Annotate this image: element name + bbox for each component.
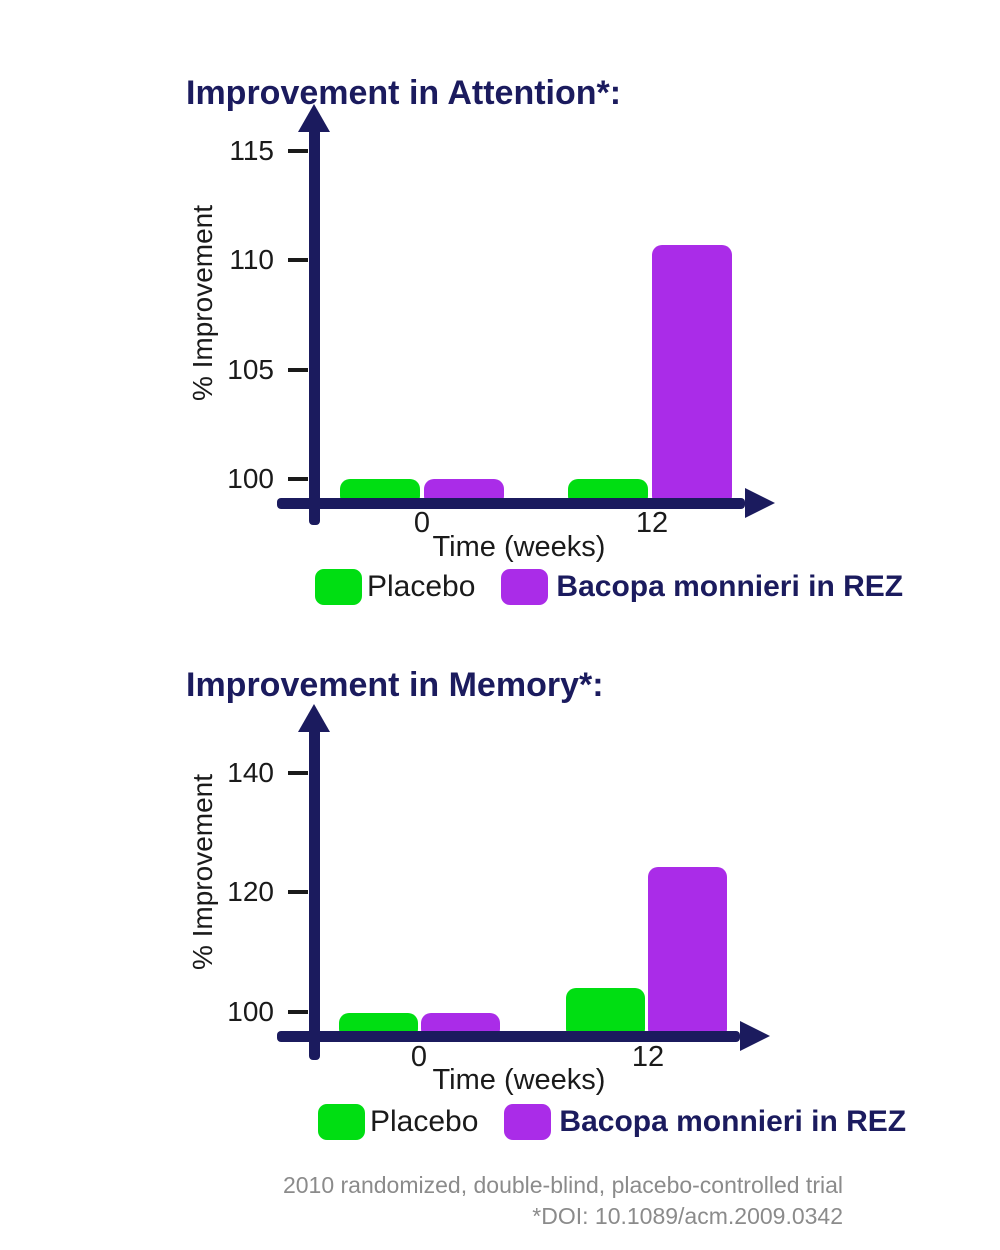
- attention-x-axis-arrow-icon: [745, 488, 775, 518]
- bacopa-legend-label: Bacopa monnieri in REZ: [556, 570, 904, 603]
- attention-ytick-label-110: 110: [229, 244, 274, 275]
- attention-ytick-label-100: 100: [227, 463, 274, 494]
- memory-chart-title: Improvement in Memory*:: [186, 666, 604, 704]
- placebo-legend-label: Placebo: [367, 570, 476, 603]
- attention-y-axis-arrow-icon: [298, 104, 330, 132]
- bacopa-legend-swatch: [504, 1104, 552, 1140]
- placebo-legend-label: Placebo: [370, 1105, 479, 1138]
- source-note-line2: *DOI: 10.1089/acm.2009.0342: [532, 1203, 843, 1229]
- memory-ytick-label-100: 100: [227, 996, 274, 1027]
- attention-xtick-label-12: 12: [635, 507, 669, 539]
- attention-legend: Placebo Bacopa monnieri in REZ: [315, 569, 903, 605]
- attention-y-axis: [309, 126, 320, 525]
- memory-y-axis: [309, 726, 320, 1060]
- memory-xtick-label-12: 12: [631, 1041, 665, 1073]
- attention-ytick-110: [288, 258, 308, 262]
- attention-xtick-label-0: 0: [413, 507, 431, 539]
- memory-ytick-label-120: 120: [227, 876, 274, 908]
- memory-legend: Placebo Bacopa monnieri in REZ: [318, 1104, 906, 1140]
- memory-x-axis: [277, 1031, 740, 1042]
- attention-ytick-105: [288, 367, 308, 372]
- memory-y-axis-arrow-icon: [298, 704, 330, 732]
- memory-ytick-140: [288, 770, 308, 775]
- attention-ytick-label-105: 105: [227, 353, 274, 385]
- memory-y-axis-label: % Improvement: [187, 773, 218, 971]
- placebo-legend-swatch: [315, 569, 362, 605]
- memory-ytick-100: [288, 1010, 308, 1014]
- source-note: 2010 randomized, double-blind, placebo-c…: [243, 1170, 843, 1232]
- attention-ytick-100: [288, 477, 308, 481]
- placebo-legend-swatch: [318, 1104, 365, 1140]
- attention-chart-title: Improvement in Attention*:: [186, 74, 622, 112]
- bacopa-legend-swatch: [501, 569, 549, 605]
- attention-ytick-115: [288, 148, 308, 153]
- bacopa-legend-label: Bacopa monnieri in REZ: [559, 1105, 907, 1138]
- attention-x-axis: [277, 498, 745, 509]
- memory-ytick-120: [288, 890, 308, 895]
- source-note-line1: 2010 randomized, double-blind, placebo-c…: [282, 1172, 843, 1198]
- memory-x-axis-label: Time (weeks): [432, 1064, 606, 1096]
- memory-xtick-label-0: 0: [410, 1041, 428, 1073]
- memory-bar-12wk-placebo: [566, 988, 645, 1039]
- memory-bar-12wk-bacopa: [648, 866, 727, 1039]
- attention-x-axis-label: Time (weeks): [432, 531, 606, 563]
- memory-x-axis-arrow-icon: [740, 1021, 770, 1051]
- attention-ytick-label-115: 115: [229, 134, 274, 166]
- memory-ytick-label-140: 140: [227, 756, 274, 788]
- attention-bar-12wk-bacopa: [652, 244, 732, 506]
